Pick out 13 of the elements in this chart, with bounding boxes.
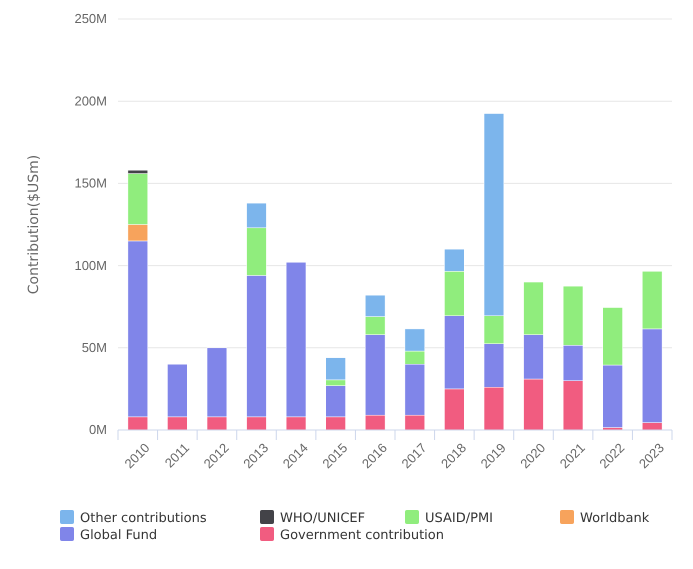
legend-label: WHO/UNICEF bbox=[280, 511, 366, 526]
y-tick-label: 0M bbox=[88, 422, 107, 438]
y-tick-label: 200M bbox=[74, 93, 107, 108]
y-tick-label: 50M bbox=[82, 340, 107, 355]
legend-label: Other contributions bbox=[80, 511, 207, 526]
legend-label: Global Fund bbox=[80, 528, 158, 543]
legend-label: USAID/PMI bbox=[425, 511, 494, 526]
y-tick-label: 250M bbox=[74, 11, 107, 26]
legend-label: Government contribution bbox=[280, 528, 444, 543]
y-tick-label: 150M bbox=[74, 176, 107, 191]
y-axis-title: Contribution($USm) bbox=[26, 154, 42, 294]
y-tick-label: 100M bbox=[74, 258, 107, 273]
legend-label: Worldbank bbox=[580, 511, 650, 526]
